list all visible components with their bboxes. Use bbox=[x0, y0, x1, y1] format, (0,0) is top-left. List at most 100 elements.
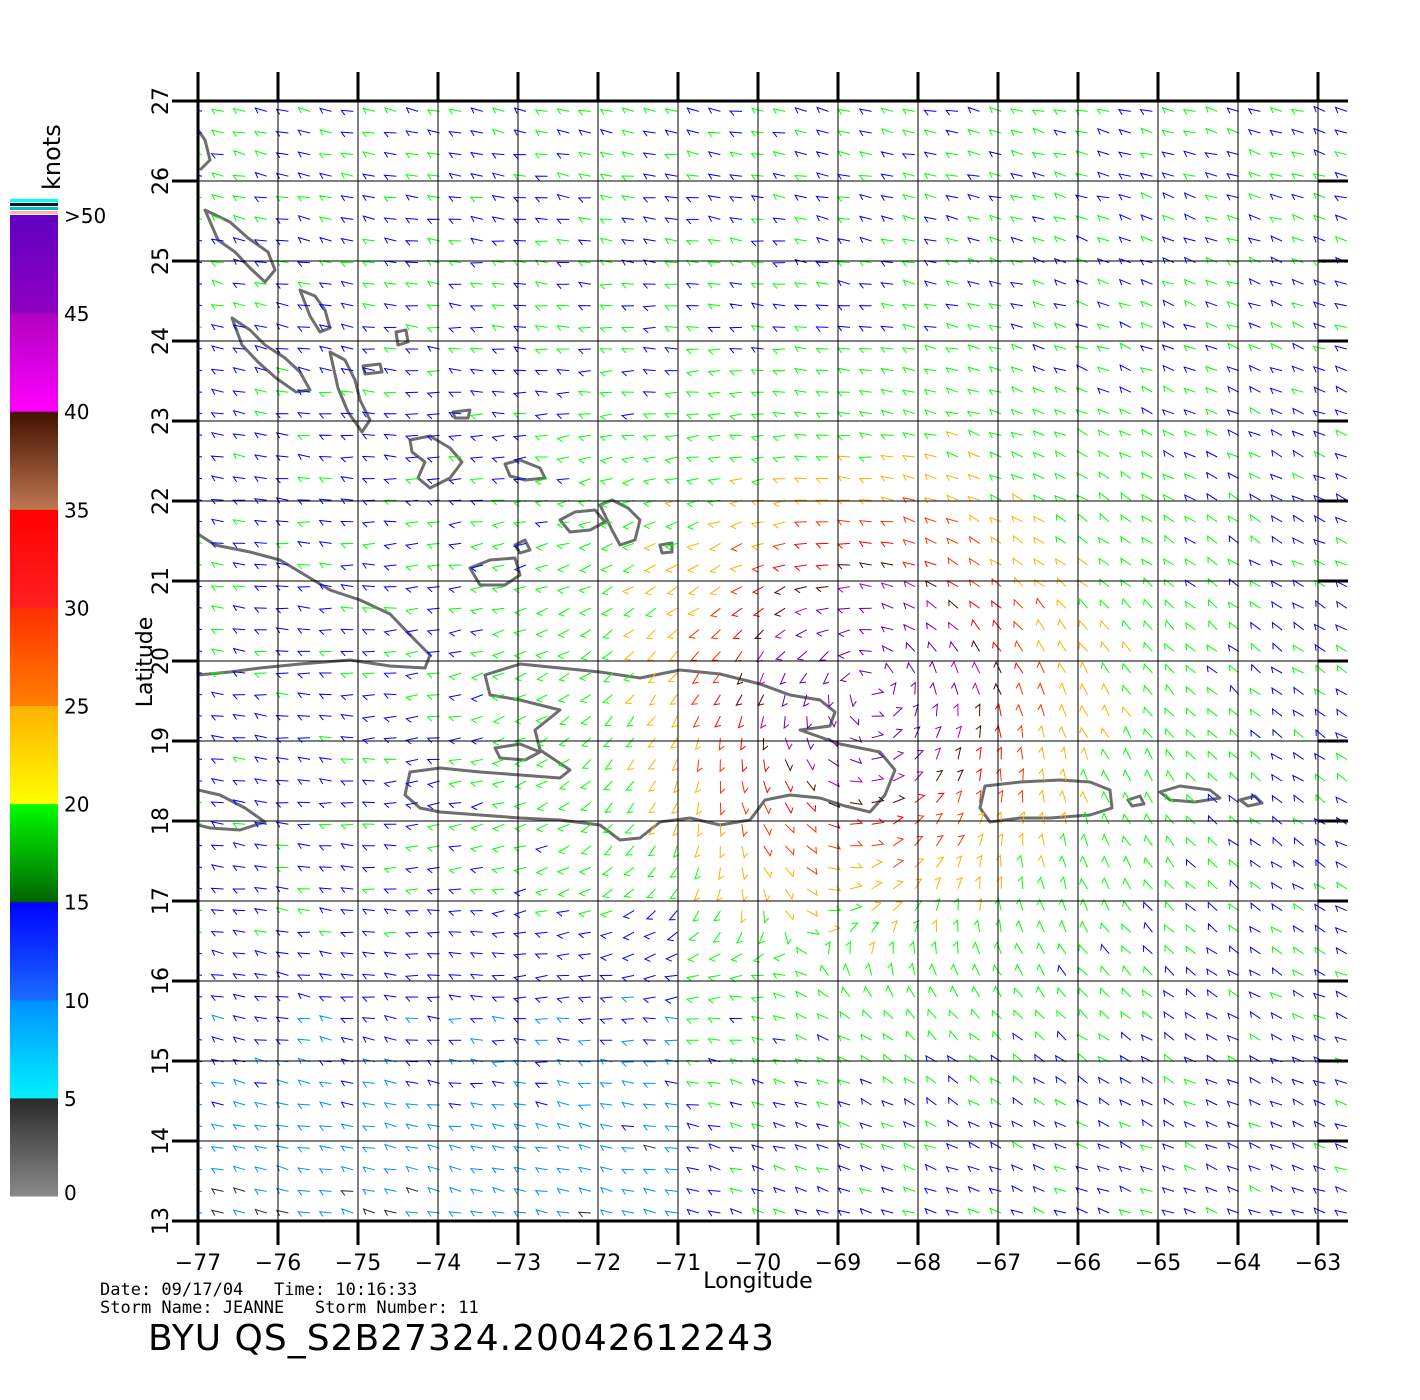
lat-tick-label: 24 bbox=[149, 327, 174, 355]
color-bar-band bbox=[10, 999, 58, 1099]
color-bar-unit-label: knots bbox=[38, 124, 66, 190]
hispaniola-coastline bbox=[403, 662, 897, 842]
lat-tick-label: 17 bbox=[149, 887, 174, 915]
lat-tick-label: 21 bbox=[149, 567, 174, 595]
color-bar-tick-label: 45 bbox=[64, 302, 89, 326]
mouchoir bbox=[658, 541, 674, 555]
lon-tick-label: −71 bbox=[655, 1251, 701, 1276]
wind-barb-group bbox=[775, 602, 959, 768]
color-bar-tick-label: 35 bbox=[64, 498, 89, 522]
date-time-line: Date: 09/17/04 Time: 10:16:33 bbox=[100, 1280, 418, 1300]
mayaguana bbox=[503, 458, 547, 482]
lat-tick-label: 14 bbox=[149, 1127, 174, 1155]
color-bar-tick-label: 30 bbox=[64, 596, 89, 620]
little-inagua bbox=[513, 538, 532, 555]
great-inagua bbox=[468, 556, 522, 587]
lat-tick-label: 27 bbox=[149, 87, 174, 115]
plana-cays bbox=[451, 408, 472, 420]
lon-tick-label: −74 bbox=[415, 1251, 461, 1276]
long-island bbox=[328, 350, 372, 434]
wind-barb-group bbox=[198, 105, 1348, 1217]
lat-tick-label: 26 bbox=[149, 167, 174, 195]
color-bar-tick-label: 15 bbox=[64, 891, 89, 915]
lat-tick-label: 18 bbox=[149, 807, 174, 835]
color-bar-tick-label: 0 bbox=[64, 1181, 77, 1205]
gonave-island bbox=[493, 742, 542, 762]
lon-tick-label: −66 bbox=[1055, 1251, 1101, 1276]
color-bar-band bbox=[10, 1097, 58, 1197]
color-bar-band bbox=[10, 901, 58, 1001]
san-salvador bbox=[394, 328, 410, 347]
lon-tick-label: −65 bbox=[1135, 1251, 1181, 1276]
puerto-rico-coastline bbox=[978, 778, 1114, 824]
color-bar-band bbox=[10, 313, 58, 412]
lon-tick-label: −77 bbox=[175, 1251, 221, 1276]
wind-barb-group bbox=[755, 580, 981, 788]
color-bar-tick-label: 25 bbox=[64, 695, 89, 719]
y-axis-title: Latitude bbox=[133, 617, 158, 708]
turks-caicos bbox=[558, 508, 607, 534]
wind-barb-group bbox=[735, 561, 1002, 808]
color-bar-tick-labels: 0 5 10 15 20 25 30 35 40 45 >50 bbox=[64, 204, 106, 1205]
color-bar-tick-label: 10 bbox=[64, 989, 89, 1013]
lat-tick-label: 15 bbox=[149, 1047, 174, 1075]
lon-tick-label: −63 bbox=[1295, 1251, 1341, 1276]
storm-info-line: Storm Name: JEANNE Storm Number: 11 bbox=[100, 1298, 479, 1318]
lat-tick-label: 25 bbox=[149, 247, 174, 275]
color-bar-band bbox=[10, 705, 58, 805]
wind-vectors bbox=[198, 105, 1348, 1218]
lon-tick-label: −68 bbox=[895, 1251, 941, 1276]
color-bar-band bbox=[10, 607, 58, 706]
mona-island bbox=[1126, 794, 1146, 808]
product-id: BYU QS_S2B27324.20042612243 bbox=[148, 1318, 776, 1359]
color-bar-band bbox=[10, 509, 58, 608]
lat-lon-grid bbox=[196, 99, 1348, 1223]
eleuthera bbox=[203, 208, 277, 284]
lon-tick-label: −73 bbox=[495, 1251, 541, 1276]
bahamas-north bbox=[198, 129, 212, 172]
virgin-islands bbox=[1158, 784, 1222, 804]
lon-tick-label: −64 bbox=[1215, 1251, 1261, 1276]
virgin-islands-small bbox=[1238, 794, 1264, 808]
latitude-tick-labels: 13 14 15 16 17 18 19 20 21 22 23 24 25 26 27 bbox=[149, 87, 174, 1235]
color-bar-tick-label: 5 bbox=[64, 1087, 77, 1111]
color-bar-stripe bbox=[10, 203, 58, 206]
color-bar-tick-label: 40 bbox=[64, 400, 89, 424]
color-bar-band bbox=[10, 215, 58, 314]
cat-island bbox=[298, 288, 332, 334]
land-outlines bbox=[198, 129, 1264, 842]
lon-tick-label: −67 bbox=[975, 1251, 1021, 1276]
color-bar-stripe bbox=[10, 207, 58, 210]
color-bar-band bbox=[10, 803, 58, 903]
color-bar-stripe bbox=[10, 199, 58, 202]
lat-tick-label: 19 bbox=[149, 727, 174, 755]
wind-barb-group bbox=[198, 996, 678, 1217]
rum-cay bbox=[361, 362, 384, 376]
lat-tick-label: 16 bbox=[149, 967, 174, 995]
lon-tick-label: −75 bbox=[335, 1251, 381, 1276]
longitude-tick-labels: −77 −76 −75 −74 −73 −72 −71 −70 −69 −68 −67 −66 −65 −… bbox=[175, 1251, 1341, 1276]
x-axis-title: Longitude bbox=[703, 1269, 812, 1294]
acklins-crooked bbox=[408, 434, 464, 490]
lon-tick-label: −70 bbox=[735, 1251, 781, 1276]
lon-tick-label: −72 bbox=[575, 1251, 621, 1276]
lat-tick-label: 20 bbox=[149, 647, 174, 675]
lat-tick-label: 13 bbox=[149, 1207, 174, 1235]
axis-ticks bbox=[172, 72, 1348, 1245]
color-bar-tick-label: >50 bbox=[64, 204, 106, 228]
wind-barb-group bbox=[713, 541, 1024, 829]
lat-tick-label: 22 bbox=[149, 487, 174, 515]
wind-barb-group bbox=[688, 496, 1045, 876]
lat-tick-label: 23 bbox=[149, 407, 174, 435]
color-bar-band bbox=[10, 411, 58, 510]
lon-tick-label: −76 bbox=[255, 1251, 301, 1276]
color-bar-tick-label: 20 bbox=[64, 793, 89, 817]
exuma-andros bbox=[230, 316, 312, 394]
wind-barb-group bbox=[210, 1144, 656, 1218]
wind-barb-group bbox=[621, 430, 1132, 954]
lon-tick-label: −69 bbox=[815, 1251, 861, 1276]
color-bar-stripe bbox=[10, 211, 58, 214]
cuba-coastline bbox=[198, 532, 432, 677]
color-bar bbox=[10, 199, 58, 1197]
